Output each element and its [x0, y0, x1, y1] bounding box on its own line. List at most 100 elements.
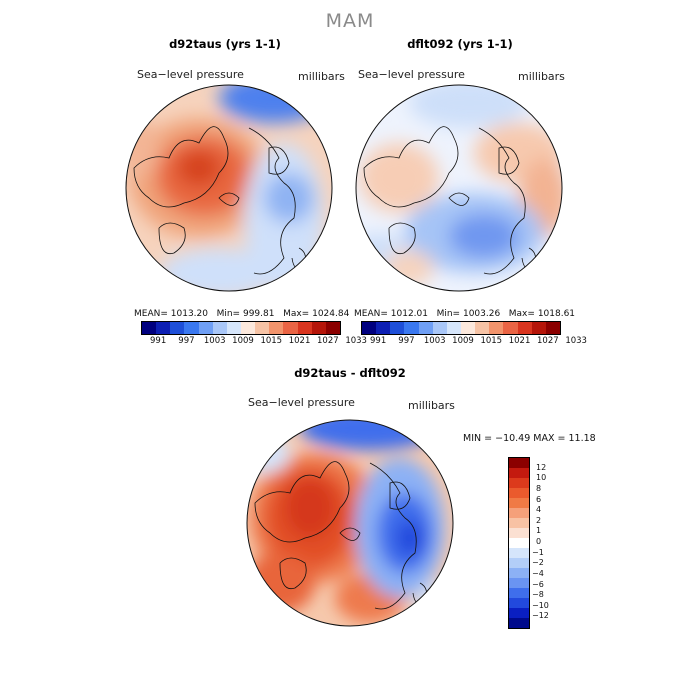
diff-polar-map [246, 419, 454, 627]
panel1-colorbar-swatch [325, 322, 340, 334]
panel1-colorbar-swatch [269, 322, 284, 334]
panel1-max: 1024.84 [312, 309, 350, 319]
panel1-colorbar-swatch [198, 322, 213, 334]
panel2-colorbar-swatch [517, 322, 532, 334]
panel2-colorbar-tick: 1009 [452, 336, 474, 346]
panel1-colorbar-swatch [142, 322, 157, 334]
panel2-colorbar-swatch [531, 322, 546, 334]
panel1-polar-map [125, 84, 333, 292]
diff-colorbar-swatch [509, 468, 529, 478]
diff-colorbar-label: 12 [536, 462, 547, 472]
diff-colorbar-label: 6 [536, 494, 542, 504]
diff-colorbar-labels: 12 10 8 6 4 2 1 0 −1 −2 −4 −6 −8 −10 −12 [532, 457, 566, 627]
panel2-mean: 1012.01 [390, 309, 428, 319]
diff-colorbar-label: 1 [536, 526, 542, 536]
panel1-colorbar-swatch [240, 322, 256, 334]
panel1-colorbar-tick: 997 [178, 336, 195, 346]
panel1-colorbar-ticks: 991 997 1003 1009 1015 1021 1027 1033 [141, 336, 367, 348]
panel2-colorbar-tick: 1003 [423, 336, 446, 346]
diff-colorbar-swatch [509, 548, 529, 558]
panel2-colorbar-swatch [390, 322, 405, 334]
diff-colorbar-swatch [509, 508, 529, 518]
panel2-colorbar-swatch [432, 322, 447, 334]
panel2-stats: MEAN= 1012.01 Min= 1003.26 Max= 1018.61 [354, 309, 576, 319]
panel2-colorbar-swatch [376, 322, 391, 334]
diff-title: d92taus - dflt092 [294, 366, 406, 380]
panel2-colorbar-swatch [475, 322, 490, 334]
panel1-colorbar-swatch [226, 322, 241, 334]
diff-colorbar-swatch [509, 568, 529, 578]
panel1-colorbar-swatch [170, 322, 185, 334]
diff-colorbar-swatch [509, 618, 529, 628]
diff-colorbar-swatch [509, 528, 529, 538]
diff-colorbar-label: 4 [536, 505, 542, 515]
panel1-colorbar-swatch [156, 322, 171, 334]
panel2-colorbar-swatch [404, 322, 419, 334]
panel2-colorbar-swatch [545, 322, 560, 334]
diff-colorbar-swatch [509, 518, 529, 528]
panel1-colorbar-tick: 1033 [345, 336, 367, 346]
diff-colorbar-label: 0 [536, 537, 542, 546]
panel1-colorbar-tick: 1027 [317, 336, 339, 346]
panel2-colorbar-swatch [503, 322, 518, 334]
panel1-colorbar-swatch [283, 322, 298, 334]
panel2-colorbar-swatch [460, 322, 476, 334]
diff-colorbar-swatch [509, 598, 529, 608]
diff-colorbar-label: −4 [532, 568, 544, 578]
diff-colorbar-label: −12 [532, 611, 549, 621]
diff-colorbar-label: 2 [536, 515, 542, 525]
panel1-colorbar-tick: 991 [150, 336, 167, 346]
panel2-colorbar-swatch [489, 322, 504, 334]
diff-colorbar-swatch [509, 588, 529, 598]
panel1-colorbar-tick: 1009 [232, 336, 254, 346]
panel2-colorbar-tick: 1021 [508, 336, 531, 346]
diff-colorbar-label: −2 [532, 558, 544, 568]
diff-colorbar-label: −10 [532, 600, 549, 610]
panel1-units-label: millibars [298, 70, 345, 83]
panel1-min: 999.81 [242, 309, 275, 319]
diff-colorbar-swatch [509, 578, 529, 588]
diff-colorbar-label: −6 [532, 579, 544, 589]
panel2-colorbar-tick: 1015 [480, 336, 503, 346]
diff-colorbar-swatch [509, 488, 529, 498]
diff-colorbar [508, 457, 530, 629]
diff-colorbar-swatch [509, 558, 529, 568]
panel1-stats: MEAN= 1013.20 Min= 999.81 Max= 1024.84 [134, 309, 350, 319]
panel2-max: 1018.61 [537, 309, 576, 319]
panel1-variable-label: Sea−level pressure [137, 68, 244, 81]
panel2-colorbar-swatch [418, 322, 433, 334]
diff-colorbar-swatch [509, 458, 529, 468]
diff-colorbar-swatch [509, 538, 529, 548]
diff-variable-label: Sea−level pressure [248, 396, 355, 409]
panel1-colorbar [141, 321, 341, 335]
panel2-colorbar-tick: 991 [370, 336, 387, 346]
diff-minmax: MIN = −10.49 MAX = 11.18 [463, 433, 596, 444]
diff-colorbar-swatch [509, 478, 529, 488]
panel2-variable-label: Sea−level pressure [358, 68, 465, 81]
panel2-min: 1003.26 [462, 309, 501, 319]
panel1-colorbar-swatch [311, 322, 326, 334]
panel1-colorbar-tick: 1003 [203, 336, 226, 346]
panel2-colorbar [361, 321, 561, 335]
panel1-title: d92taus (yrs 1-1) [169, 37, 281, 51]
diff-colorbar-label: 8 [536, 483, 542, 493]
panel2-colorbar-tick: 997 [398, 336, 415, 346]
panel2-units-label: millibars [518, 70, 565, 83]
panel1-colorbar-swatch [212, 322, 227, 334]
panel1-colorbar-swatch [184, 322, 199, 334]
panel2-colorbar-swatch [362, 322, 377, 334]
panel2-colorbar-tick: 1033 [565, 336, 587, 346]
diff-units-label: millibars [408, 399, 455, 412]
panel2-polar-map [355, 84, 563, 292]
diff-colorbar-swatch [509, 608, 529, 618]
panel1-colorbar-swatch [297, 322, 312, 334]
panel1-colorbar-tick: 1021 [288, 336, 311, 346]
panel1-mean: 1013.20 [170, 309, 208, 319]
panel1-colorbar-swatch [255, 322, 270, 334]
panel2-colorbar-swatch [446, 322, 461, 334]
diff-colorbar-label: 10 [536, 473, 547, 483]
diff-colorbar-swatch [509, 498, 529, 508]
panel2-colorbar-tick: 1027 [537, 336, 559, 346]
season-title: MAM [325, 10, 375, 32]
panel1-colorbar-tick: 1015 [260, 336, 283, 346]
